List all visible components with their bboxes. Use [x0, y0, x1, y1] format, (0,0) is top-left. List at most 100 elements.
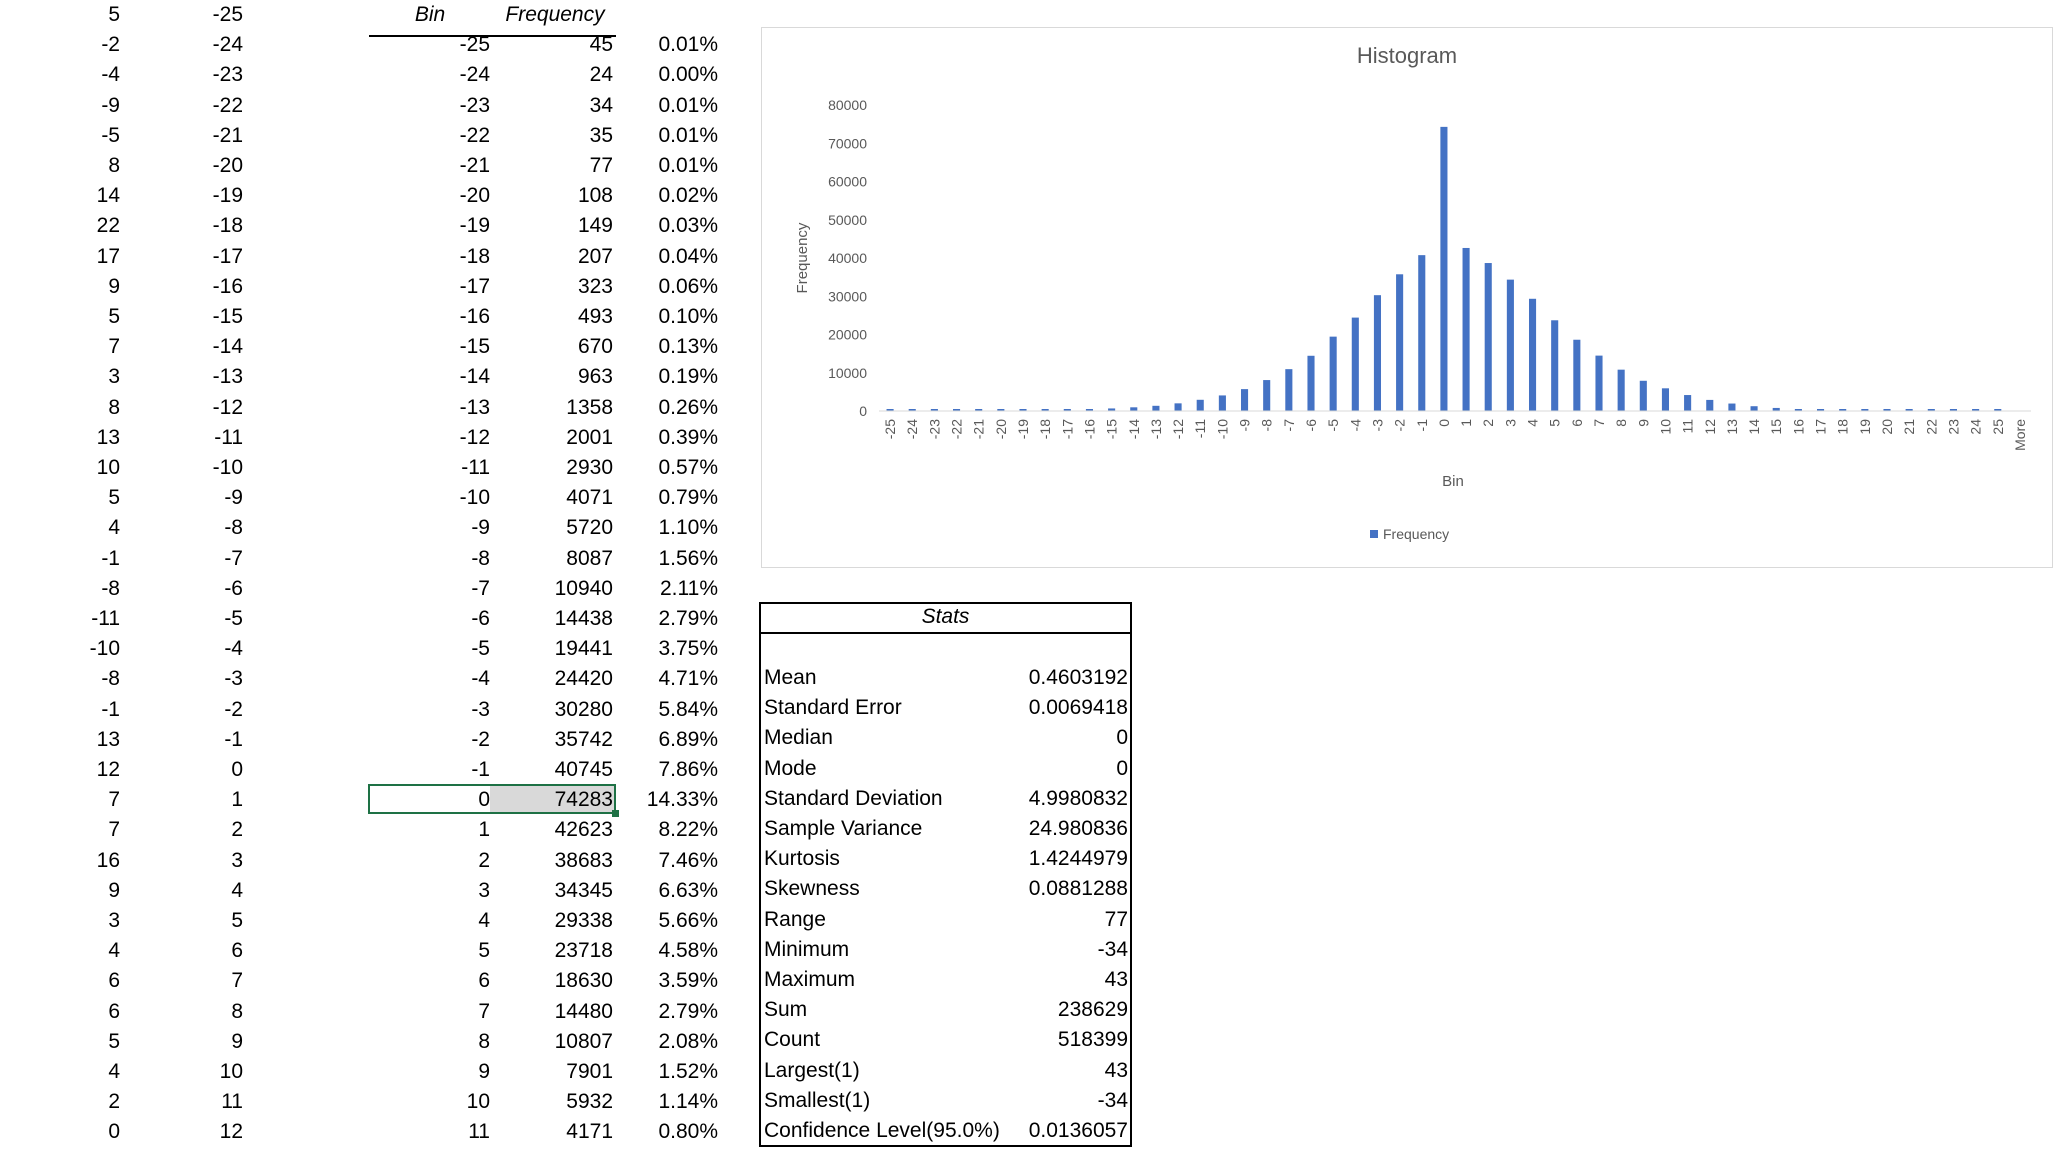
cell-b[interactable]: -5: [224, 607, 243, 630]
cell-b[interactable]: 2: [231, 818, 243, 842]
percent-cell[interactable]: 0.57%: [658, 456, 718, 479]
cell-b[interactable]: -17: [212, 244, 243, 268]
cell-b[interactable]: -1: [224, 727, 243, 751]
cell-a[interactable]: 9: [108, 878, 120, 902]
bin-cell[interactable]: -22: [459, 123, 490, 147]
stat-value[interactable]: 0.0881288: [1028, 877, 1128, 901]
cell-b[interactable]: -6: [224, 576, 243, 600]
bin-cell[interactable]: 2: [478, 848, 490, 872]
percent-cell[interactable]: 2.08%: [658, 1029, 718, 1053]
cell-b[interactable]: -9: [224, 486, 243, 510]
cell-b[interactable]: -11: [214, 425, 243, 449]
fill-handle[interactable]: [612, 810, 619, 817]
cell-a[interactable]: -2: [101, 33, 120, 57]
cell-a[interactable]: 3: [108, 365, 120, 389]
cell-b[interactable]: 5: [231, 909, 243, 932]
percent-cell[interactable]: 3.59%: [658, 969, 718, 993]
stat-value[interactable]: 0: [1116, 756, 1128, 780]
cell-a[interactable]: 13: [96, 727, 120, 751]
bin-cell[interactable]: -9: [471, 516, 490, 540]
bin-cell[interactable]: -18: [459, 244, 490, 268]
cell-b[interactable]: -7: [224, 546, 243, 570]
bin-cell[interactable]: -24: [459, 63, 490, 87]
frequency-cell[interactable]: 207: [577, 244, 613, 268]
stat-value[interactable]: 77: [1104, 907, 1128, 931]
percent-cell[interactable]: 4.71%: [658, 667, 718, 691]
bin-cell[interactable]: -15: [459, 335, 490, 359]
frequency-cell[interactable]: 40745: [554, 758, 613, 781]
percent-cell[interactable]: 0.01%: [658, 93, 718, 117]
stat-value[interactable]: 0.4603192: [1028, 666, 1128, 689]
stat-label[interactable]: Median: [764, 726, 833, 750]
cell-a[interactable]: 0: [108, 1120, 120, 1144]
cell-b[interactable]: 6: [231, 939, 243, 963]
cell-a[interactable]: 8: [108, 395, 120, 419]
cell-a[interactable]: 5: [108, 1029, 120, 1053]
percent-cell[interactable]: 1.14%: [658, 1090, 718, 1114]
percent-cell[interactable]: 1.52%: [658, 1060, 718, 1083]
cell-a[interactable]: -4: [101, 63, 120, 87]
cell-b[interactable]: 11: [221, 1090, 243, 1114]
cell-a[interactable]: 16: [96, 848, 120, 872]
stat-value[interactable]: -34: [1097, 1088, 1128, 1112]
bin-header[interactable]: Bin: [414, 3, 446, 26]
bin-cell[interactable]: 11: [468, 1120, 490, 1144]
cell-b[interactable]: -25: [212, 3, 243, 26]
stat-value[interactable]: 24.980836: [1028, 817, 1128, 840]
stat-value[interactable]: 0.0136057: [1028, 1119, 1128, 1142]
frequency-cell[interactable]: 2930: [566, 456, 613, 479]
cell-a[interactable]: 13: [96, 425, 120, 449]
percent-cell[interactable]: 7.46%: [658, 848, 718, 872]
cell-a[interactable]: 17: [96, 244, 120, 268]
frequency-cell[interactable]: 34345: [554, 878, 613, 902]
stat-label[interactable]: Kurtosis: [764, 847, 840, 871]
cell-b[interactable]: -13: [212, 365, 243, 389]
bin-cell[interactable]: -13: [459, 395, 490, 419]
bin-cell[interactable]: 1: [478, 818, 490, 842]
cell-b[interactable]: 9: [231, 1029, 243, 1053]
bin-cell[interactable]: -11: [461, 456, 490, 479]
cell-a[interactable]: 10: [96, 456, 120, 479]
stat-value[interactable]: 1.4244979: [1028, 847, 1128, 871]
cell-b[interactable]: -10: [212, 456, 243, 479]
frequency-cell[interactable]: 5932: [566, 1090, 613, 1114]
percent-cell[interactable]: 4.58%: [658, 939, 718, 963]
frequency-cell[interactable]: 38683: [554, 848, 613, 872]
percent-cell[interactable]: 2.79%: [658, 999, 718, 1023]
bin-cell[interactable]: 7: [478, 999, 490, 1023]
cell-b[interactable]: -3: [224, 667, 243, 691]
cell-a[interactable]: -1: [101, 546, 120, 570]
cell-b[interactable]: 1: [231, 788, 243, 812]
stat-label[interactable]: Standard Error: [764, 696, 902, 720]
frequency-cell[interactable]: 4171: [566, 1120, 613, 1144]
percent-cell[interactable]: 0.10%: [658, 305, 718, 328]
stat-value[interactable]: 0.0069418: [1028, 696, 1128, 720]
selected-cell-range[interactable]: [368, 784, 616, 814]
cell-b[interactable]: 12: [219, 1120, 243, 1144]
bin-cell[interactable]: -21: [459, 154, 490, 177]
percent-cell[interactable]: 7.86%: [658, 758, 718, 781]
cell-b[interactable]: -21: [212, 123, 243, 147]
percent-cell[interactable]: 0.00%: [658, 63, 718, 87]
bin-cell[interactable]: -14: [459, 365, 490, 389]
bin-cell[interactable]: 4: [478, 909, 490, 932]
stat-label[interactable]: Smallest(1): [764, 1088, 871, 1112]
cell-a[interactable]: 4: [108, 1060, 120, 1083]
frequency-cell[interactable]: 14438: [554, 607, 613, 630]
cell-b[interactable]: 7: [231, 969, 243, 993]
cell-b[interactable]: -8: [224, 516, 243, 540]
stat-value[interactable]: 4.9980832: [1028, 786, 1128, 810]
bin-cell[interactable]: 10: [466, 1090, 490, 1114]
percent-cell[interactable]: 3.75%: [658, 637, 718, 661]
frequency-cell[interactable]: 24420: [554, 667, 613, 691]
percent-cell[interactable]: 0.26%: [658, 395, 718, 419]
stat-label[interactable]: Largest(1): [764, 1058, 860, 1082]
frequency-cell[interactable]: 35: [589, 123, 613, 147]
percent-cell[interactable]: 0.79%: [658, 486, 718, 510]
cell-b[interactable]: -18: [212, 214, 243, 238]
cell-a[interactable]: 4: [108, 939, 120, 963]
stat-value[interactable]: 518399: [1057, 1028, 1128, 1052]
bin-cell[interactable]: -10: [459, 486, 490, 510]
cell-a[interactable]: 5: [108, 305, 120, 328]
frequency-cell[interactable]: 8087: [566, 546, 613, 570]
